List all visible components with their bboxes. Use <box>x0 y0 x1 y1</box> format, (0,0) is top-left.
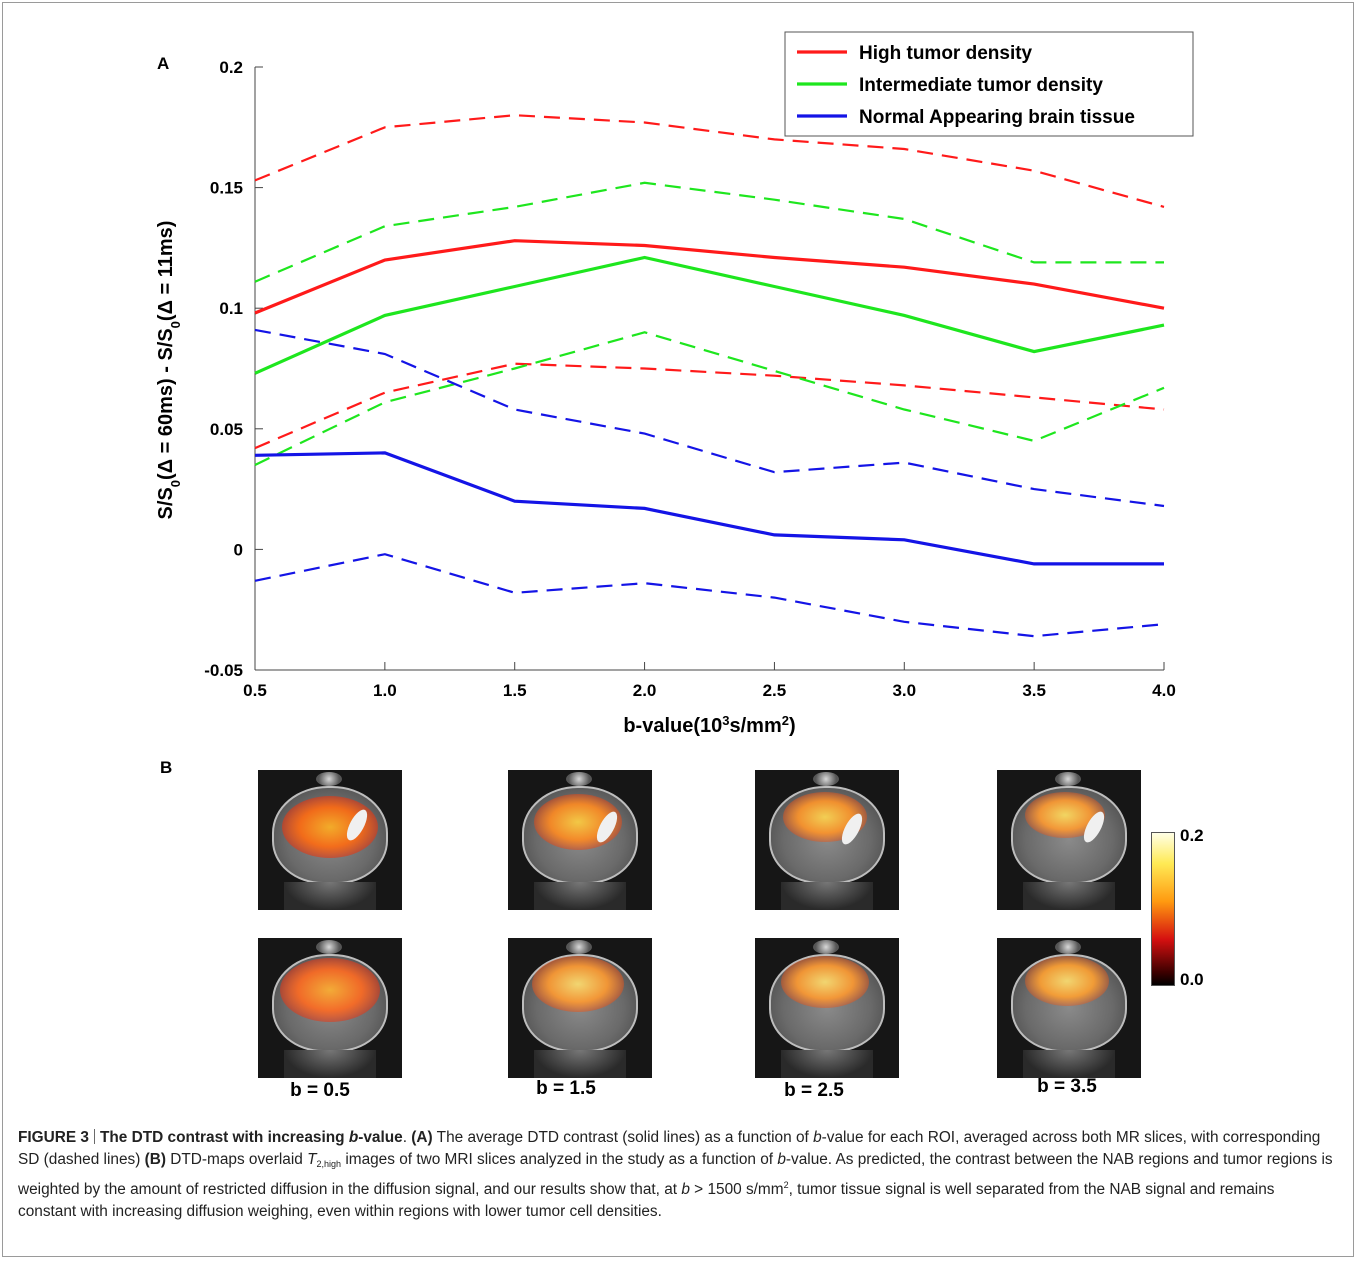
legend-box <box>784 31 1194 137</box>
mri-slice1-b0.5 <box>258 770 402 910</box>
figure-caption: FIGURE 3 The DTD contrast with increasing… <box>18 1129 1333 1220</box>
caption-title-b: b <box>348 1129 359 1146</box>
legend-label: Intermediate tumor density <box>859 75 1103 96</box>
caption-b-italic3: b <box>681 1181 690 1198</box>
mri-slice2-b2.5 <box>755 938 899 1078</box>
x-tick-label: 3.5 <box>1022 681 1046 700</box>
mri-slice2-b1.5 <box>508 938 652 1078</box>
sd-line-2 <box>254 362 1165 450</box>
caption-b-label: (B) <box>144 1150 166 1168</box>
mri-slice2-b0.5 <box>258 938 402 1078</box>
y-tick-label: 0.2 <box>219 58 243 77</box>
caption-b-text: DTD-maps overlaid <box>165 1150 308 1168</box>
sd-line-7 <box>254 328 1165 508</box>
caption-b-text2: images of two MRI slices analyzed in the… <box>341 1150 778 1168</box>
b-label-3.5: b = 3.5 <box>1037 1076 1097 1097</box>
mri-slice2-b3.5 <box>997 938 1141 1078</box>
caption-t: T <box>307 1150 317 1168</box>
caption-b-italic: b <box>813 1129 822 1146</box>
b-label-1.5: b = 1.5 <box>536 1078 596 1099</box>
colorbar-min-label: 0.0 <box>1180 970 1204 989</box>
series-line-6 <box>254 451 1164 566</box>
x-tick-label: 1.0 <box>373 681 397 700</box>
caption-b-text3: -value. As predicted, the contrast betwe… <box>18 1150 1333 1199</box>
x-axis-label: b-value(103s/mm2) <box>623 713 795 738</box>
mri-slice1-b2.5 <box>755 770 899 910</box>
y-tick-label: -0.05 <box>204 661 243 680</box>
x-tick-label: 1.5 <box>503 681 527 700</box>
colorbar <box>1151 832 1175 986</box>
caption-figure-number: FIGURE 3 <box>18 1129 89 1146</box>
caption-a-text2: -value for each ROI, averaged across bot… <box>18 1129 1321 1168</box>
line-chart: 0.5 1.0 1.5 2.0 2.5 3.0 3.5 4.0 -0.05 0 0.05 0.1 0.1… <box>155 31 1194 738</box>
mri-slice1-b3.5 <box>997 770 1141 910</box>
sd-line-5 <box>254 331 1165 466</box>
series-line-0 <box>254 239 1165 315</box>
y-tick-label: 0 <box>234 540 243 559</box>
x-tick-label: 3.0 <box>892 681 916 700</box>
x-tick-label: 4.0 <box>1152 681 1176 700</box>
sd-line-4 <box>254 181 1164 283</box>
caption-a-text: The average DTD contrast (solid lines) a… <box>432 1129 814 1146</box>
mri-slice1-b1.5 <box>508 770 652 910</box>
sd-line-1 <box>254 114 1165 208</box>
caption-a-label: (A) <box>411 1129 433 1146</box>
x-tick-label: 0.5 <box>243 681 267 700</box>
series-line-3 <box>254 255 1165 375</box>
y-tick-label: 0.15 <box>210 179 243 198</box>
y-tick-label: 0.1 <box>219 299 243 318</box>
caption-b-italic2: b <box>777 1150 786 1168</box>
panel-a-label: A <box>157 54 170 73</box>
legend-label: High tumor density <box>859 43 1033 64</box>
caption-sup: 2 <box>783 1180 789 1190</box>
caption-title: The DTD contrast with increasing <box>99 1129 349 1146</box>
panel-b-label: B <box>160 758 173 777</box>
legend-label: Normal Appearing brain tissue <box>859 107 1135 128</box>
y-axis-label: S/S0(Δ = 60ms) - S/S0(Δ = 11ms) <box>155 221 183 520</box>
sd-line-8 <box>254 553 1165 638</box>
caption-b-text5: , tumor tissue signal is well separated … <box>18 1181 1275 1220</box>
colorbar-max-label: 0.2 <box>1180 826 1204 845</box>
b-label-2.5: b = 2.5 <box>784 1080 844 1101</box>
caption-title-post: -value <box>358 1129 403 1146</box>
chart-legend: High tumor density Intermediate tumor den… <box>784 31 1194 137</box>
y-tick-label: 0.05 <box>210 420 243 439</box>
caption-t-sub: 2,high <box>316 1158 342 1169</box>
x-tick-label: 2.0 <box>633 681 657 700</box>
caption-b-text4: > 1500 s/mm <box>689 1181 784 1198</box>
b-label-0.5: b = 0.5 <box>290 1080 350 1101</box>
x-tick-label: 2.5 <box>763 681 787 700</box>
